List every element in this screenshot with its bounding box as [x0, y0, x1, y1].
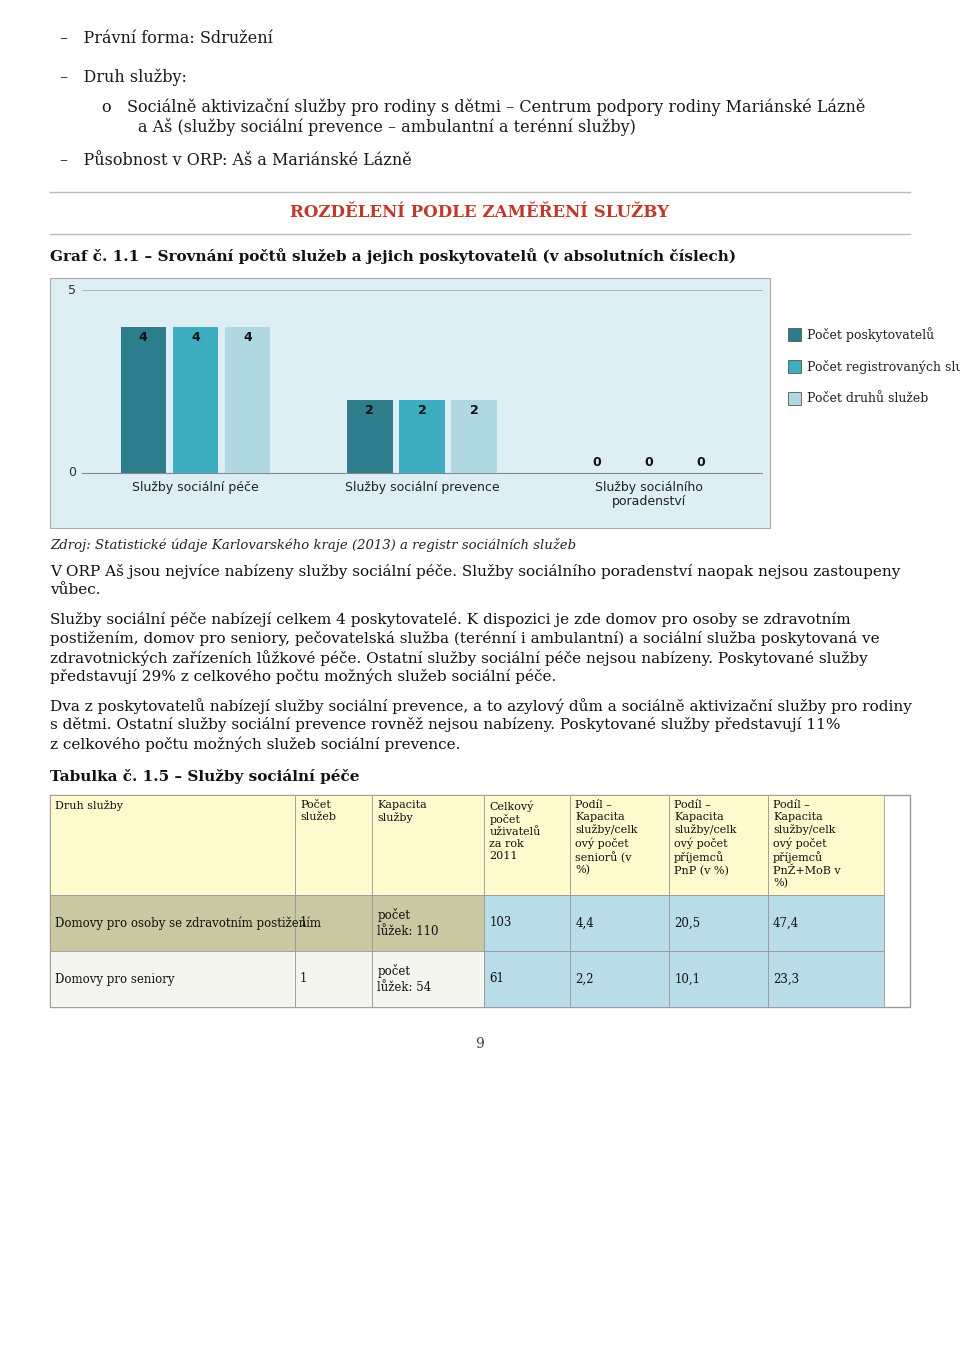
Text: Druh služby: Druh služby: [55, 800, 123, 811]
Text: ROZDĚLENÍ PODLE ZAMĚŘENÍ SLUŽBY: ROZDĚLENÍ PODLE ZAMĚŘENÍ SLUŽBY: [291, 203, 669, 221]
Text: –   Působnost v ORP: Aš a Mariánské Lázně: – Působnost v ORP: Aš a Mariánské Lázně: [60, 152, 412, 170]
Text: Kapacita
služby: Kapacita služby: [377, 800, 427, 823]
Text: 0: 0: [696, 456, 706, 469]
Text: 4: 4: [139, 331, 148, 343]
Text: představují 29% z celkového počtu možných služeb sociální péče.: představují 29% z celkového počtu možnýc…: [50, 669, 556, 685]
Text: Počet poskytovatelů: Počet poskytovatelů: [807, 327, 934, 342]
Text: 2: 2: [469, 404, 478, 416]
Bar: [372, 895, 484, 951]
Text: 61: 61: [490, 972, 504, 986]
Text: Dva z poskytovatelů nabízejí služby sociální prevence, a to azylový dům a sociál: Dva z poskytovatelů nabízejí služby soci…: [50, 698, 912, 713]
Bar: [669, 895, 768, 951]
Text: 1: 1: [300, 917, 307, 929]
Text: 10,1: 10,1: [674, 972, 700, 986]
Bar: [788, 392, 801, 405]
Text: Podíl –
Kapacita
služby/celk
ový počet
příjemců
PnŽ+MoB v
%): Podíl – Kapacita služby/celk ový počet p…: [773, 800, 841, 888]
Text: V ORP Aš jsou nejvíce nabízeny služby sociální péče. Služby sociálního poradenst: V ORP Aš jsou nejvíce nabízeny služby so…: [50, 564, 900, 579]
Text: 5: 5: [68, 283, 76, 297]
Text: s dětmi. Ostatní služby sociální prevence rovněž nejsou nabízeny. Poskytované sl: s dětmi. Ostatní služby sociální prevenc…: [50, 717, 841, 732]
Text: Podíl –
Kapacita
služby/celk
ový počet
příjemců
PnP (v %): Podíl – Kapacita služby/celk ový počet p…: [674, 800, 736, 876]
Bar: [295, 895, 372, 951]
Text: Počet druhů služeb: Počet druhů služeb: [807, 392, 928, 405]
Bar: [484, 795, 570, 895]
Bar: [50, 951, 295, 1008]
Text: Celkový
počet
uživatelů
za rok
2011: Celkový počet uživatelů za rok 2011: [490, 800, 540, 861]
Text: 2: 2: [418, 404, 426, 416]
Bar: [348, 400, 393, 473]
Bar: [50, 795, 910, 1008]
Text: zdravotnických zařízeních lůžkové péče. Ostatní služby sociální péče nejsou nabí: zdravotnických zařízeních lůžkové péče. …: [50, 650, 868, 666]
Text: 1: 1: [300, 972, 307, 986]
Text: poradenství: poradenství: [612, 495, 685, 508]
Bar: [484, 895, 570, 951]
Text: 23,3: 23,3: [773, 972, 800, 986]
Text: 9: 9: [475, 1037, 485, 1051]
Text: vůbec.: vůbec.: [50, 583, 101, 597]
Text: 103: 103: [490, 917, 512, 929]
Bar: [399, 400, 444, 473]
Bar: [570, 951, 669, 1008]
Bar: [295, 951, 372, 1008]
Text: –   Právní forma: Sdružení: – Právní forma: Sdružení: [60, 30, 273, 47]
Text: 20,5: 20,5: [674, 917, 701, 929]
Bar: [50, 895, 295, 951]
Bar: [121, 327, 166, 473]
Text: Služby sociální péče nabízejí celkem 4 poskytovatelé. K dispozici je zde domov p: Služby sociální péče nabízejí celkem 4 p…: [50, 612, 851, 626]
Bar: [372, 795, 484, 895]
Text: a Aš (služby sociální prevence – ambulantní a terénní služby): a Aš (služby sociální prevence – ambulan…: [138, 118, 636, 136]
Text: 4: 4: [243, 331, 252, 343]
Bar: [768, 795, 884, 895]
Bar: [50, 795, 295, 895]
Text: 2,2: 2,2: [575, 972, 594, 986]
Bar: [788, 328, 801, 340]
Text: 0: 0: [592, 456, 601, 469]
Text: postižením, domov pro seniory, pečovatelská služba (terénní i ambulantní) a soci: postižením, domov pro seniory, pečovatel…: [50, 631, 879, 645]
Text: 47,4: 47,4: [773, 917, 800, 929]
Text: 4: 4: [191, 331, 200, 343]
Text: Domovy pro osoby se zdravotním postižením: Domovy pro osoby se zdravotním postižení…: [55, 917, 321, 930]
Text: Služby sociální prevence: Služby sociální prevence: [345, 481, 499, 494]
Text: Počet
služeb: Počet služeb: [300, 800, 336, 822]
Text: počet
lůžek: 110: počet lůžek: 110: [377, 909, 439, 938]
Text: Graf č. 1.1 – Srovnání počtů služeb a jejich poskytovatelů (v absolutních číslec: Graf č. 1.1 – Srovnání počtů služeb a je…: [50, 248, 736, 264]
Text: o   Sociálně aktivizační služby pro rodiny s dětmi – Centrum podpory rodiny Mari: o Sociálně aktivizační služby pro rodiny…: [102, 98, 865, 117]
Text: Domovy pro seniory: Domovy pro seniory: [55, 972, 175, 986]
Text: počet
lůžek: 54: počet lůžek: 54: [377, 964, 432, 994]
Text: –   Druh služby:: – Druh služby:: [60, 68, 187, 85]
Bar: [484, 951, 570, 1008]
Bar: [570, 895, 669, 951]
Bar: [768, 895, 884, 951]
Bar: [570, 795, 669, 895]
Text: Podíl –
Kapacita
služby/celk
ový počet
seniorů (v
%): Podíl – Kapacita služby/celk ový počet s…: [575, 800, 637, 876]
Text: 0: 0: [68, 466, 76, 480]
Text: Zdroj: Statistické údaje Karlovarského kraje (2013) a registr sociálních služeb: Zdroj: Statistické údaje Karlovarského k…: [50, 538, 576, 552]
Text: z celkového počtu možných služeb sociální prevence.: z celkového počtu možných služeb sociáln…: [50, 736, 461, 751]
Text: 0: 0: [644, 456, 653, 469]
Bar: [669, 795, 768, 895]
Bar: [50, 278, 770, 527]
Text: Počet registrovaných služeb: Počet registrovaných služeb: [807, 359, 960, 373]
Text: 4,4: 4,4: [575, 917, 594, 929]
Text: Služby sociální péče: Služby sociální péče: [132, 481, 258, 494]
Bar: [173, 327, 218, 473]
Text: Služby sociálního: Služby sociálního: [595, 481, 703, 494]
Bar: [669, 951, 768, 1008]
Bar: [372, 951, 484, 1008]
Bar: [788, 359, 801, 373]
Bar: [451, 400, 497, 473]
Bar: [295, 795, 372, 895]
Bar: [768, 951, 884, 1008]
Bar: [225, 327, 270, 473]
Text: Tabulka č. 1.5 – Služby sociální péče: Tabulka č. 1.5 – Služby sociální péče: [50, 769, 359, 784]
Text: 2: 2: [366, 404, 374, 416]
